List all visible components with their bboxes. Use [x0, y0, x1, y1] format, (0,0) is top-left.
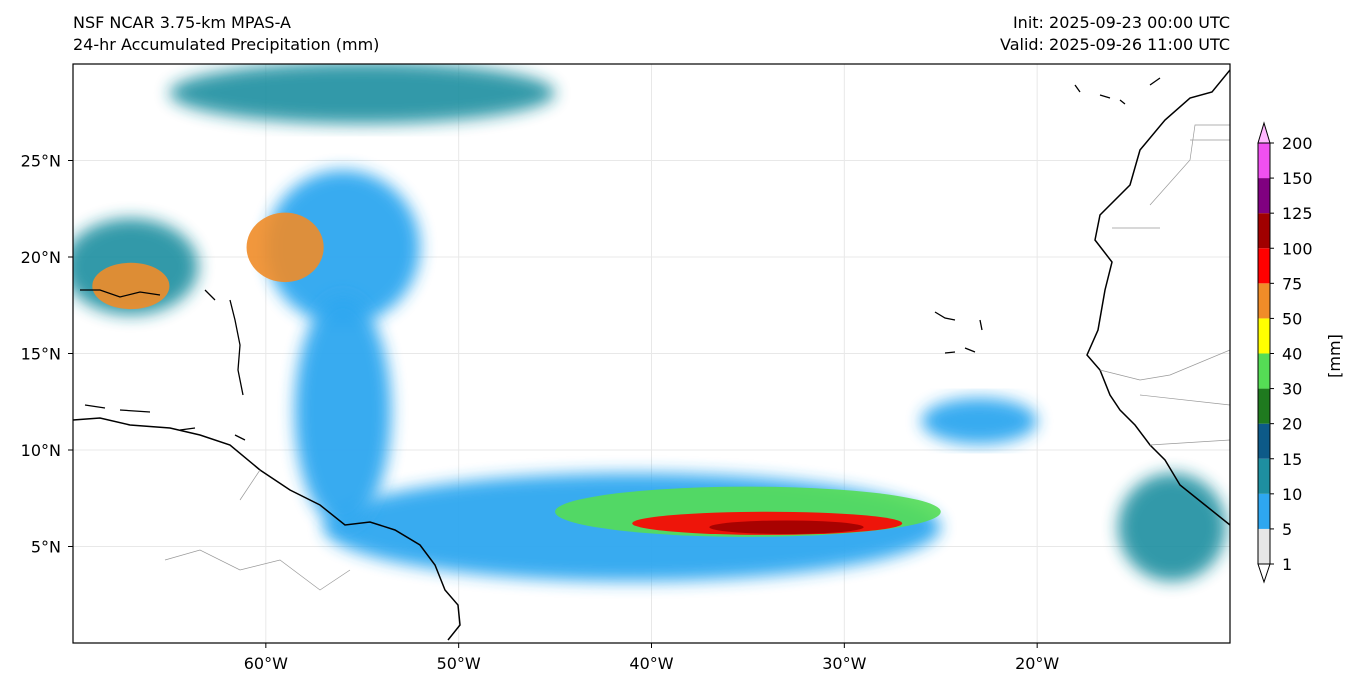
precip-field: [73, 64, 1227, 582]
caribbean-islands: [80, 77, 1161, 441]
colorbar-unit-label: [mm]: [1325, 334, 1344, 378]
colorbar-level-label: 15: [1282, 450, 1302, 469]
lon-tick-label: 40°W: [629, 654, 673, 673]
lat-tick-label: 10°N: [21, 441, 61, 460]
colorbar-segment: [1258, 318, 1270, 354]
colorbar-segment: [1258, 528, 1270, 564]
precip-region: [1118, 473, 1227, 582]
init-time: Init: 2025-09-23 00:00 UTC: [1012, 13, 1230, 32]
colorbar-level-label: 50: [1282, 309, 1302, 328]
colorbar-level-label: 30: [1282, 380, 1302, 399]
model-title: NSF NCAR 3.75-km MPAS-A: [73, 13, 291, 32]
coastlines: [73, 69, 1230, 641]
lat-tick-label: 25°N: [21, 152, 61, 171]
lat-tick-label: 20°N: [21, 248, 61, 267]
precip-region: [265, 170, 421, 325]
lon-tick-label: 60°W: [244, 654, 288, 673]
colorbar-min-extend: [1257, 563, 1271, 584]
colorbar-level-label: 75: [1282, 274, 1302, 293]
header-right: Init: 2025-09-23 00:00 UTC Valid: 2025-0…: [1000, 12, 1230, 56]
colorbar-level-label: 1: [1282, 555, 1292, 574]
colorbar-level-label: 5: [1282, 520, 1292, 539]
colorbar-segment: [1258, 493, 1270, 529]
colorbar-level-label: 40: [1282, 345, 1302, 364]
lon-axis: 60°W 50°W 40°W 30°W 20°W: [244, 643, 1059, 673]
south-america-coast: [73, 417, 461, 641]
colorbar-segment: [1258, 353, 1270, 389]
colorbar-segment: [1258, 213, 1270, 249]
precip-region: [169, 64, 556, 124]
lon-tick-label: 30°W: [822, 654, 866, 673]
valid-time: Valid: 2025-09-26 11:00 UTC: [999, 35, 1230, 54]
colorbar-level-label: 100: [1282, 239, 1313, 258]
lat-axis: 5°N 10°N 15°N 20°N 25°N: [21, 152, 73, 557]
colorbar-level-label: 200: [1282, 134, 1313, 153]
country-borders: [164, 124, 1230, 591]
field-title: 24-hr Accumulated Precipitation (mm): [73, 35, 380, 54]
colorbar-level-label: 20: [1282, 415, 1302, 434]
precip-region: [294, 295, 392, 528]
precip-region: [92, 262, 170, 310]
lon-tick-label: 20°W: [1015, 654, 1059, 673]
lon-tick-label: 50°W: [437, 654, 481, 673]
colorbar-segment: [1258, 143, 1270, 179]
colorbar-level-label: 10: [1282, 485, 1302, 504]
header-left: NSF NCAR 3.75-km MPAS-A 24-hr Accumulate…: [73, 12, 379, 56]
colorbar-level-label: 125: [1282, 204, 1313, 223]
colorbar-segment: [1258, 283, 1270, 319]
lat-tick-label: 15°N: [21, 345, 61, 364]
colorbar-segment: [1258, 248, 1270, 284]
precip-region: [246, 212, 324, 283]
colorbar-segment: [1258, 178, 1270, 214]
lat-tick-label: 5°N: [31, 538, 61, 557]
precip-region: [921, 397, 1038, 445]
africa-coast: [1086, 69, 1230, 526]
colorbar-segment: [1258, 388, 1270, 424]
colorbar-level-label: 150: [1282, 169, 1313, 188]
colorbar-segment: [1258, 458, 1270, 494]
colorbar-segment: [1258, 423, 1270, 459]
colorbar-max-extend: [1257, 121, 1271, 144]
precip-region: [709, 520, 864, 534]
